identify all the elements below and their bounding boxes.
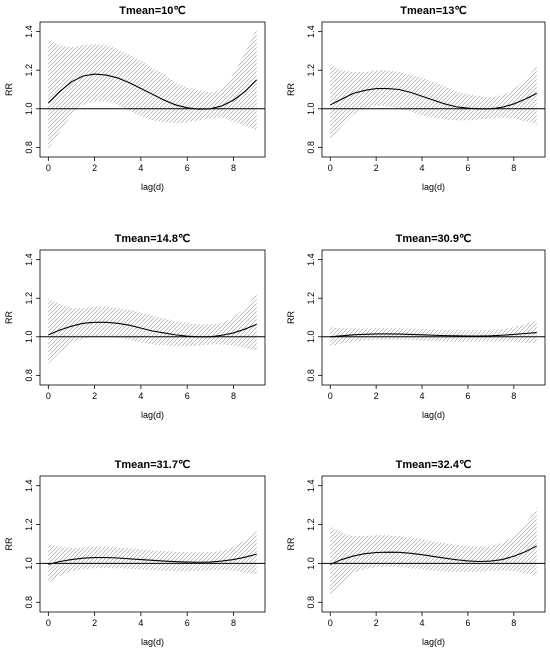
y-tick-label: 0.8 [306, 141, 316, 154]
y-tick-label: 1.4 [306, 479, 316, 492]
y-axis-label: RR [286, 311, 296, 324]
chart-panel-6: 0 2 4 6 8 0.8 1.0 1.2 1.4 Tmean=32.4℃ lag(d) RR [286, 459, 546, 647]
y-tick-label: 1.0 [24, 331, 34, 344]
x-tick-label: 8 [231, 618, 236, 628]
x-tick-label: 8 [511, 391, 516, 401]
y-tick-label: 1.0 [24, 103, 34, 116]
y-tick-label: 1.2 [306, 64, 316, 77]
x-axis-label: lag(d) [141, 410, 164, 420]
rr-curve [48, 553, 257, 565]
x-tick-label: 2 [92, 391, 97, 401]
y-tick-label: 1.4 [24, 253, 34, 266]
rr-curve [48, 321, 257, 338]
x-tick-label: 4 [420, 163, 425, 173]
ci-band [48, 531, 257, 583]
y-tick-label: 0.8 [306, 369, 316, 382]
y-tick-label: 1.4 [24, 25, 34, 38]
ci-band [48, 27, 257, 150]
x-tick-label: 8 [511, 618, 516, 628]
x-tick-label: 4 [420, 618, 425, 628]
ci-band [330, 507, 537, 597]
chart-panel-2: 0 2 4 6 8 0.8 1.0 1.2 1.4 Tmean=13℃ lag(d) RR [286, 5, 546, 192]
plot-frame [39, 249, 266, 386]
x-tick-label: 6 [185, 163, 190, 173]
y-tick-label: 0.8 [24, 369, 34, 382]
y-axis-label: RR [4, 537, 14, 550]
panel-title: Tmean=10℃ [119, 5, 185, 17]
panel-title: Tmean=31.7℃ [115, 459, 191, 471]
x-tick-label: 6 [185, 618, 190, 628]
y-axis-label: RR [4, 83, 14, 96]
x-axis-label: lag(d) [141, 637, 164, 647]
x-tick-label: 2 [92, 618, 97, 628]
x-axis-label: lag(d) [422, 410, 445, 420]
x-tick-label: 0 [46, 163, 51, 173]
rr-curve [47, 73, 258, 110]
rr-curve [330, 87, 537, 110]
x-tick-label: 0 [46, 618, 51, 628]
x-tick-label: 2 [374, 163, 379, 173]
rr-curve [330, 545, 537, 565]
y-tick-label: 1.2 [306, 292, 316, 305]
x-tick-label: 2 [374, 391, 379, 401]
y-tick-label: 1.2 [24, 64, 34, 77]
panel-title: Tmean=32.4℃ [396, 459, 472, 471]
x-tick-label: 2 [92, 163, 97, 173]
plot-frame [321, 21, 546, 158]
y-tick-label: 1.2 [24, 518, 34, 531]
x-tick-label: 4 [138, 163, 143, 173]
y-tick-label: 1.2 [306, 518, 316, 531]
y-tick-label: 1.0 [306, 331, 316, 344]
x-axis-label: lag(d) [422, 182, 445, 192]
chart-panel-5: 0 2 4 6 8 0.8 1.0 1.2 1.4 Tmean=31.7℃ lag(d) RR [4, 459, 266, 647]
x-tick-label: 6 [465, 391, 470, 401]
chart-panel-4: 0 2 4 6 8 0.8 1.0 1.2 1.4 Tmean=30.9℃ lag(d) RR [286, 233, 546, 420]
y-tick-label: 1.0 [24, 557, 34, 570]
x-tick-label: 8 [231, 163, 236, 173]
x-tick-label: 8 [231, 391, 236, 401]
y-tick-label: 1.4 [306, 25, 316, 38]
x-axis-label: lag(d) [422, 637, 445, 647]
x-tick-label: 0 [328, 618, 333, 628]
y-tick-label: 1.2 [24, 292, 34, 305]
x-tick-label: 6 [465, 163, 470, 173]
y-axis-label: RR [4, 311, 14, 324]
plot-frame [39, 475, 266, 613]
x-tick-label: 4 [138, 618, 143, 628]
y-tick-label: 0.8 [24, 141, 34, 154]
y-tick-label: 1.4 [306, 253, 316, 266]
y-axis-label: RR [286, 83, 296, 96]
plot-frame [39, 21, 266, 158]
x-tick-label: 6 [465, 618, 470, 628]
chart-panel-1: 0 2 4 6 8 0.8 1.0 1.2 1.4 Tmean=10℃ lag(d) RR [4, 5, 266, 192]
x-tick-label: 0 [328, 391, 333, 401]
y-tick-label: 1.4 [24, 479, 34, 492]
x-tick-label: 4 [420, 391, 425, 401]
panel-title: Tmean=14.8℃ [115, 233, 191, 245]
y-axis-label: RR [286, 537, 296, 550]
y-tick-label: 0.8 [24, 596, 34, 609]
y-tick-label: 1.0 [306, 557, 316, 570]
rr-curve [330, 331, 537, 338]
panel-title: Tmean=30.9℃ [396, 233, 472, 245]
x-tick-label: 8 [511, 163, 516, 173]
ci-band [330, 320, 537, 347]
panel-title: Tmean=13℃ [400, 5, 466, 17]
x-tick-label: 4 [138, 391, 143, 401]
ci-band [48, 294, 257, 364]
x-axis-label: lag(d) [141, 182, 164, 192]
y-tick-label: 1.0 [306, 103, 316, 116]
ci-band [330, 64, 537, 140]
plot-frame [321, 249, 546, 386]
y-tick-label: 0.8 [306, 596, 316, 609]
plot-frame [321, 475, 546, 613]
chart-panel-3: 0 2 4 6 8 0.8 1.0 1.2 1.4 Tmean=14.8℃ lag(d) RR [4, 233, 266, 420]
x-tick-label: 6 [185, 391, 190, 401]
x-tick-label: 0 [46, 391, 51, 401]
x-tick-label: 2 [374, 618, 379, 628]
x-tick-label: 0 [328, 163, 333, 173]
